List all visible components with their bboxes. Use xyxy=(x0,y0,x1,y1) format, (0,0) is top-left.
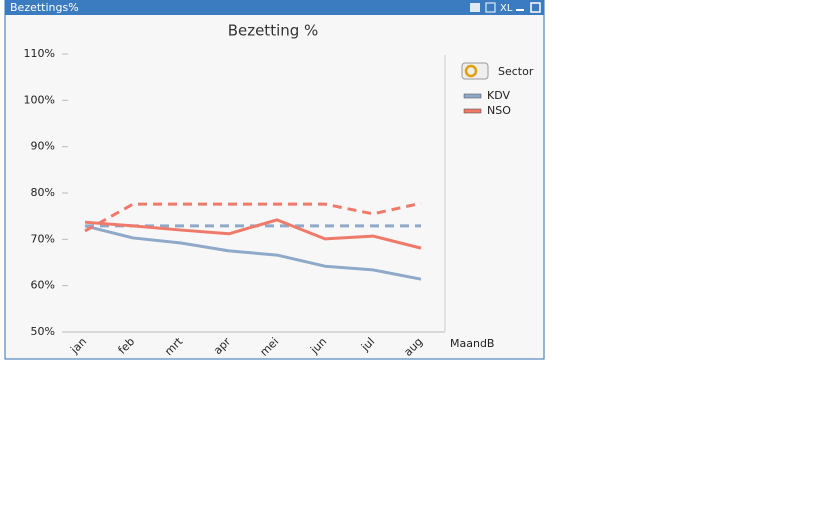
legend-label: NSO xyxy=(487,104,511,117)
icon-print[interactable] xyxy=(485,2,496,13)
y-tick-label: 70% xyxy=(31,232,55,245)
series-line xyxy=(84,218,422,250)
chart-title: Bezetting % xyxy=(228,22,319,40)
y-tick-label: 80% xyxy=(31,186,55,199)
window-title: Bezettings% xyxy=(10,1,79,14)
y-tick-label: 100% xyxy=(24,93,55,106)
icon-maximize[interactable] xyxy=(530,2,541,13)
icon-cycle[interactable] xyxy=(470,3,480,12)
legend-swatch xyxy=(463,108,482,114)
dashed-line xyxy=(84,201,422,233)
title-bar xyxy=(5,0,544,15)
x-axis-label: MaandB xyxy=(450,337,494,350)
icon-minimize[interactable] xyxy=(516,9,524,11)
y-tick-label: 50% xyxy=(31,325,55,338)
y-tick-label: 110% xyxy=(24,47,55,60)
legend-icon xyxy=(464,64,478,78)
y-tick-label: 90% xyxy=(31,140,55,153)
icon-xl[interactable]: XL xyxy=(500,3,513,14)
legend-label: KDV xyxy=(487,89,510,102)
legend-swatch xyxy=(463,93,482,99)
window-frame xyxy=(4,0,545,360)
y-tick-label: 60% xyxy=(31,279,55,292)
series-line xyxy=(84,224,422,281)
legend-title: Sector xyxy=(498,65,534,78)
